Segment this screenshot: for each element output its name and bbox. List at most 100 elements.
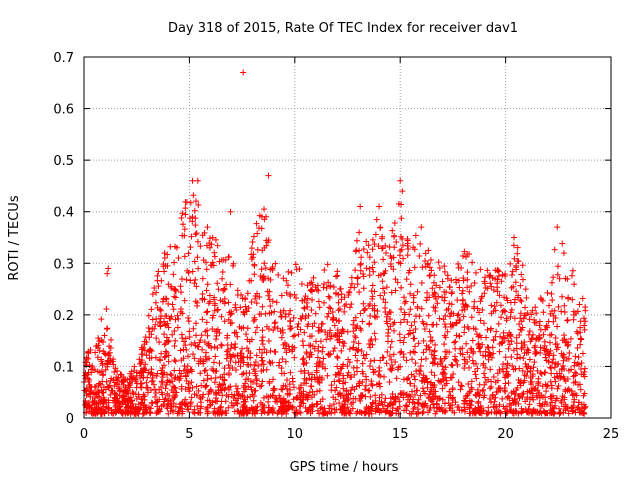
data-point	[335, 336, 342, 343]
data-point	[552, 378, 559, 385]
data-point	[422, 355, 429, 362]
data-point	[283, 349, 290, 356]
data-point	[558, 350, 565, 357]
data-point	[178, 275, 185, 282]
data-point	[548, 279, 555, 286]
data-point	[225, 393, 232, 400]
data-point	[534, 367, 541, 374]
data-point	[466, 288, 473, 295]
data-point	[165, 300, 172, 307]
data-point	[285, 268, 292, 275]
data-point	[219, 409, 226, 416]
data-point	[201, 229, 208, 236]
data-point	[259, 378, 266, 385]
data-point	[301, 367, 308, 374]
data-point	[525, 409, 532, 416]
data-point	[452, 276, 459, 283]
data-point	[182, 396, 189, 403]
data-point	[420, 374, 427, 381]
data-point	[311, 345, 318, 352]
data-point	[503, 403, 510, 410]
data-point	[282, 358, 289, 365]
data-point	[491, 303, 498, 310]
data-point	[185, 406, 192, 413]
data-point	[94, 354, 101, 361]
data-point	[205, 341, 212, 348]
data-point	[554, 271, 561, 278]
data-point	[103, 399, 110, 406]
data-point	[499, 339, 506, 346]
data-point	[567, 335, 574, 342]
data-point	[522, 398, 529, 405]
data-point	[387, 400, 394, 407]
data-point	[336, 390, 343, 397]
data-point	[369, 282, 376, 289]
data-point	[191, 406, 198, 413]
data-point	[210, 296, 217, 303]
data-point	[430, 279, 437, 286]
data-point	[345, 409, 352, 416]
data-point	[177, 308, 184, 315]
data-point	[266, 380, 273, 387]
data-point	[546, 339, 553, 346]
data-point	[118, 371, 125, 378]
data-point	[368, 381, 375, 388]
data-point	[315, 324, 322, 331]
data-point	[446, 283, 453, 290]
data-point	[486, 273, 493, 280]
data-point	[172, 337, 179, 344]
data-point	[250, 317, 257, 324]
data-point	[447, 392, 454, 399]
data-point	[185, 368, 192, 375]
data-point	[448, 310, 455, 317]
data-point	[209, 314, 216, 321]
data-point	[183, 276, 190, 283]
data-point	[187, 400, 194, 407]
data-point	[331, 322, 338, 329]
data-point	[313, 338, 320, 345]
data-point	[538, 392, 545, 399]
data-point	[458, 383, 465, 390]
data-point	[311, 320, 318, 327]
data-point	[410, 408, 417, 415]
data-point	[361, 386, 368, 393]
data-point	[99, 362, 106, 369]
data-point	[449, 385, 456, 392]
data-point	[509, 362, 516, 369]
data-point	[526, 401, 533, 408]
data-point	[404, 252, 411, 259]
data-point	[277, 328, 284, 335]
data-point	[304, 282, 311, 289]
data-point	[149, 377, 156, 384]
data-point	[281, 345, 288, 352]
data-point	[186, 328, 193, 335]
data-point	[195, 387, 202, 394]
data-point	[475, 333, 482, 340]
data-point	[522, 360, 529, 367]
data-point	[138, 351, 145, 358]
data-point	[490, 403, 497, 410]
data-point	[136, 356, 143, 363]
data-point	[564, 317, 571, 324]
data-point	[132, 378, 139, 385]
data-point	[367, 344, 374, 351]
data-point	[334, 327, 341, 334]
data-point	[330, 283, 337, 290]
data-point	[491, 409, 498, 416]
data-point	[442, 374, 449, 381]
data-point	[320, 280, 327, 287]
data-point	[381, 373, 388, 380]
data-point	[176, 367, 183, 374]
data-point	[86, 404, 93, 411]
data-point	[208, 375, 215, 382]
data-point	[280, 405, 287, 412]
data-point	[410, 244, 417, 251]
data-point	[489, 392, 496, 399]
data-point	[345, 289, 352, 296]
data-point	[411, 391, 418, 398]
data-point	[566, 349, 573, 356]
data-point	[290, 333, 297, 340]
data-point	[378, 391, 385, 398]
data-point	[407, 393, 414, 400]
data-point	[521, 377, 528, 384]
